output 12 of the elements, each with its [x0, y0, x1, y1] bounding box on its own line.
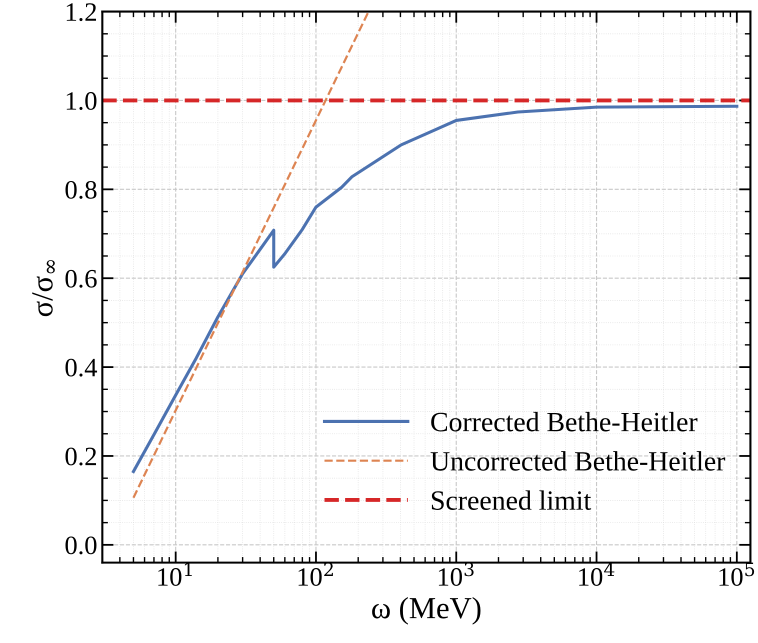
x-axis-title: ω (MeV): [372, 596, 480, 625]
y-axis-title: σ/σ$_{∞}$: [32, 260, 55, 316]
y-tick-label: 1.0: [66, 92, 96, 110]
y-tick-label: 0.8: [65, 180, 96, 199]
y-tick-label: 0.2: [65, 448, 96, 466]
y-tick-label: 0.6: [65, 270, 97, 288]
y-tick-label: 0.4: [65, 358, 98, 377]
legend-label: Screened limit: [432, 490, 592, 510]
y-tick-label: 0.0: [65, 536, 96, 554]
legend-label: Uncorrected Bethe-Heitler: [430, 451, 726, 471]
y-tick-label: 1.2: [66, 3, 96, 22]
legend-label: Corrected Bethe-Heitler: [431, 412, 698, 432]
